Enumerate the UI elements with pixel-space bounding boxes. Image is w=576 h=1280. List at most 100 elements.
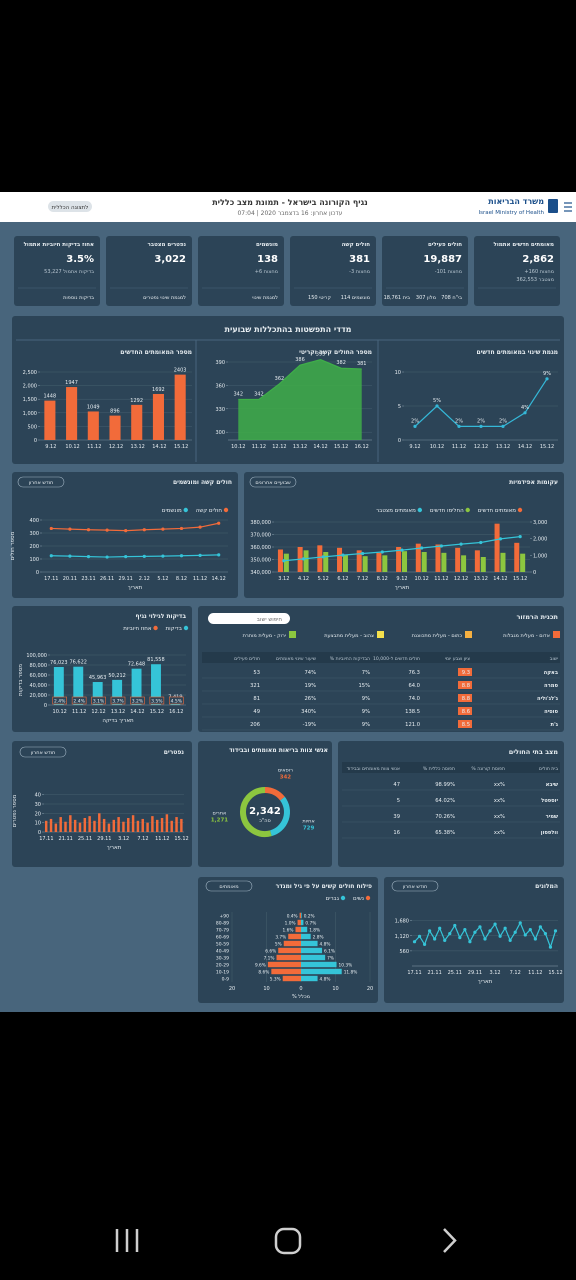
- nav-bar: [115, 1227, 457, 1255]
- table-cell: 8.8: [462, 683, 470, 689]
- range-button[interactable]: [391, 880, 439, 892]
- point: [49, 554, 53, 558]
- table-cell: 206: [250, 722, 260, 728]
- table-header: [202, 652, 560, 663]
- chart-title: מגמת שינוי במאומתים חדשים: [476, 349, 558, 356]
- legend-label: אחוז חיוביות: [123, 626, 152, 632]
- menu-icon[interactable]: [564, 202, 572, 212]
- kpi-title: מונשמים: [256, 242, 278, 248]
- range-button-label[interactable]: שבועיים אחרונים: [255, 480, 291, 486]
- label-box: [110, 696, 126, 705]
- legend-marker: [365, 895, 371, 901]
- value-label: 2403: [174, 368, 187, 374]
- score-chip: [458, 694, 472, 702]
- score-chip: [458, 681, 472, 689]
- x-tick-label: 13.12: [131, 444, 145, 450]
- kpi-footer[interactable]: מונשמים 114: [341, 295, 370, 301]
- y-tick-label: 20,000: [30, 693, 48, 699]
- range-button-label[interactable]: חודש אחרון: [31, 750, 56, 756]
- x-tick-label: 25.11: [448, 970, 462, 976]
- x-tick-label: 21.11: [427, 970, 441, 976]
- legend-marker: [417, 507, 423, 513]
- x-tick-label: 15.12: [174, 444, 188, 450]
- bar: [301, 968, 342, 975]
- table-cell: 138.5: [405, 709, 420, 715]
- point: [488, 929, 492, 933]
- bar: [122, 821, 125, 832]
- point: [361, 551, 365, 556]
- header-button[interactable]: [48, 201, 92, 212]
- x-tick-label: 10.12: [231, 444, 245, 450]
- chart-title: מספר המאומתים החדשים: [120, 349, 192, 356]
- bar: [53, 666, 64, 705]
- point: [321, 555, 325, 559]
- x-tick-label: 10.12: [53, 709, 67, 715]
- y-tick-label: 380,000: [250, 520, 271, 526]
- point: [473, 930, 477, 934]
- table-cell: 8.8: [462, 696, 470, 702]
- x-tick-label: 23.11: [81, 576, 95, 582]
- legend-marker: [183, 507, 188, 513]
- label-box-text: 2.4%: [73, 699, 85, 705]
- y-tick-label: 80-89: [216, 921, 229, 927]
- x-tick-label: 11.12: [72, 709, 86, 715]
- chart-title: אנשי צוות בריאות מאומתים ובבידוד: [229, 747, 328, 754]
- x-tick-label: 7.12: [357, 576, 368, 582]
- x-axis-title: תאריך בדיקה: [102, 718, 134, 724]
- y-tick-label: 350,000: [250, 558, 271, 564]
- point: [435, 404, 439, 408]
- range-button-label[interactable]: מאומתים: [219, 884, 238, 890]
- x-tick-label: 8.12: [377, 576, 388, 582]
- kpi-footer[interactable]: מלון 307: [416, 295, 436, 301]
- kpi-footer[interactable]: למגמת שינוי: [252, 295, 278, 301]
- bar: [88, 816, 91, 832]
- range-button[interactable]: [249, 476, 297, 488]
- value-label: 2%: [455, 418, 463, 424]
- bar: [59, 817, 62, 832]
- kpi-footer[interactable]: בי"ח 708: [441, 295, 462, 301]
- point: [483, 937, 487, 941]
- chart-title: נפטרים: [164, 749, 185, 756]
- table-title: מצב בתי החולים: [509, 748, 559, 756]
- bar: [160, 818, 164, 832]
- kpi-footer[interactable]: קריטי 150: [308, 295, 331, 301]
- x-tick-label: 14.12: [518, 444, 532, 450]
- bar: [301, 919, 304, 926]
- kpi-footer[interactable]: למגמת שינוי נפטרים: [143, 295, 186, 301]
- nav-back[interactable]: [443, 1228, 457, 1253]
- nav-home[interactable]: [274, 1227, 302, 1255]
- x-axis-title: % מכלל: [292, 994, 310, 1000]
- y-tick-label: 0: [36, 570, 39, 576]
- header-button-label[interactable]: לתצוגה הכללית: [52, 204, 89, 211]
- range-button-label[interactable]: חודש אחרון: [403, 884, 428, 890]
- nav-recent[interactable]: [115, 1229, 139, 1252]
- value-label: 4%: [521, 405, 529, 411]
- bar: [295, 926, 301, 933]
- kpi-footer[interactable]: בדיקות נוספות: [63, 295, 94, 301]
- x-tick-label: 20: [229, 986, 235, 992]
- range-button[interactable]: [17, 476, 65, 488]
- bar: [461, 555, 467, 572]
- kpi-footer[interactable]: בית 18,761: [384, 295, 410, 301]
- label-box-text: 3.1%: [93, 699, 105, 705]
- range-button-label[interactable]: חודש אחרון: [29, 480, 54, 486]
- point: [413, 424, 417, 428]
- legend-label: אדום - מעלית מגבלות: [503, 633, 550, 639]
- donut-category: רופאים: [278, 767, 293, 773]
- table-cell: 76.3: [408, 670, 420, 676]
- y-tick-label: 0: [38, 830, 41, 836]
- kpi-line: -101 מחצות: [435, 269, 462, 275]
- y-tick-label: 100: [29, 557, 39, 563]
- header-title: נגיף הקורונה בישראל - תמונת מצב כללית: [212, 198, 368, 207]
- search-placeholder[interactable]: חיפוש ישוב: [257, 617, 283, 623]
- range-button[interactable]: [205, 880, 253, 892]
- point: [548, 945, 553, 949]
- x-tick-label: 17.11: [44, 576, 58, 582]
- table-header-cell: חולים חדשים ל-10,000: [373, 656, 420, 662]
- bar: [303, 550, 309, 572]
- table-header-cell: שיעור שינוי מאומתים: [276, 657, 317, 662]
- value-label: 5%: [433, 398, 441, 404]
- chart-title: בדיקות לגילוי נגיף: [136, 613, 187, 620]
- range-button[interactable]: [19, 746, 67, 758]
- search-box[interactable]: [208, 613, 290, 624]
